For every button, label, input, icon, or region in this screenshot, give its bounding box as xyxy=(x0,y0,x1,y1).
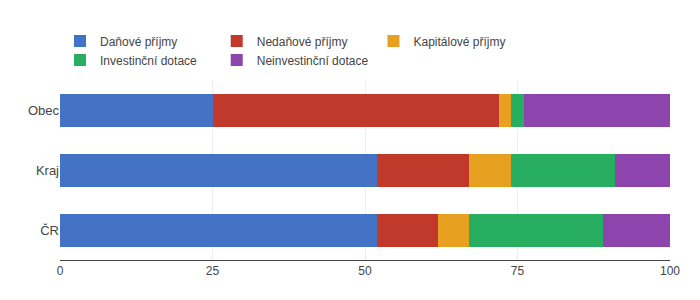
svg-text:100: 100 xyxy=(660,264,680,278)
svg-text:Nedaňové příjmy: Nedaňové příjmy xyxy=(257,35,348,49)
svg-text:50: 50 xyxy=(358,264,372,278)
svg-text:Investinční dotace: Investinční dotace xyxy=(100,54,197,68)
svg-text:Daňové příjmy: Daňové příjmy xyxy=(100,35,177,49)
svg-text:0: 0 xyxy=(57,264,64,278)
svg-text:Kapitálové příjmy: Kapitálové příjmy xyxy=(413,35,505,49)
svg-text:Kraj: Kraj xyxy=(36,163,59,178)
svg-text:25: 25 xyxy=(206,264,220,278)
svg-text:Neinvestinční dotace: Neinvestinční dotace xyxy=(257,54,369,68)
svg-text:75: 75 xyxy=(511,264,525,278)
svg-text:ČR: ČR xyxy=(40,223,59,238)
svg-text:Obec: Obec xyxy=(28,103,60,118)
